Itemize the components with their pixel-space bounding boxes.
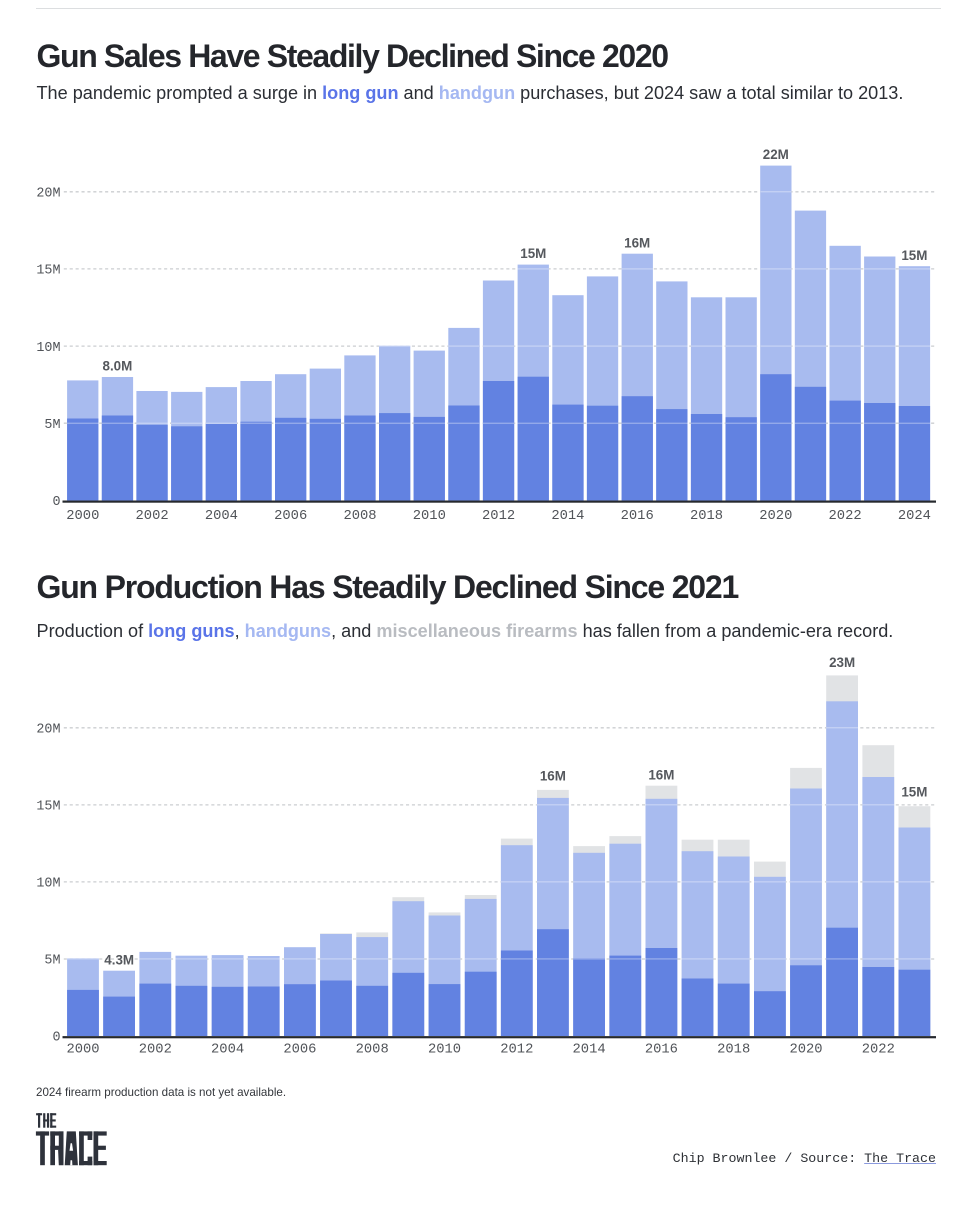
svg-text:2014: 2014 (551, 509, 584, 524)
svg-text:20M: 20M (36, 187, 60, 202)
svg-text:10M: 10M (36, 341, 60, 356)
svg-text:2022: 2022 (829, 509, 862, 524)
svg-text:16M: 16M (540, 769, 566, 784)
svg-text:2002: 2002 (136, 509, 169, 524)
svg-text:15M: 15M (901, 248, 927, 263)
svg-text:2006: 2006 (283, 1043, 316, 1058)
svg-text:2016: 2016 (645, 1043, 678, 1058)
svg-text:0: 0 (52, 1031, 60, 1046)
svg-text:2016: 2016 (621, 509, 654, 524)
svg-text:2004: 2004 (205, 509, 238, 524)
svg-text:2012: 2012 (500, 1043, 533, 1058)
svg-text:5M: 5M (44, 418, 60, 433)
svg-text:5M: 5M (44, 954, 60, 969)
svg-text:2006: 2006 (274, 509, 307, 524)
svg-text:2004: 2004 (211, 1043, 244, 1058)
svg-text:2020: 2020 (759, 509, 792, 524)
svg-text:10M: 10M (36, 877, 60, 892)
svg-text:2014: 2014 (573, 1043, 606, 1058)
svg-text:2012: 2012 (482, 509, 515, 524)
svg-text:23M: 23M (829, 655, 855, 670)
svg-text:16M: 16M (648, 768, 674, 783)
svg-text:15M: 15M (36, 800, 60, 815)
svg-text:8.0M: 8.0M (103, 359, 133, 374)
svg-text:2022: 2022 (862, 1043, 895, 1058)
svg-text:4.3M: 4.3M (104, 952, 134, 967)
svg-text:2002: 2002 (139, 1043, 172, 1058)
svg-text:2000: 2000 (66, 1043, 99, 1058)
svg-text:15M: 15M (901, 785, 927, 800)
svg-text:2018: 2018 (717, 1043, 750, 1058)
svg-text:2020: 2020 (789, 1043, 822, 1058)
svg-text:20M: 20M (36, 723, 60, 738)
svg-text:15M: 15M (36, 264, 60, 279)
svg-text:16M: 16M (624, 235, 650, 250)
svg-text:2018: 2018 (690, 509, 723, 524)
svg-text:2024: 2024 (898, 509, 931, 524)
svg-text:2010: 2010 (413, 509, 446, 524)
svg-text:0: 0 (52, 495, 60, 510)
svg-text:2000: 2000 (66, 509, 99, 524)
svg-text:22M: 22M (763, 147, 789, 162)
svg-text:2010: 2010 (428, 1043, 461, 1058)
svg-text:2008: 2008 (343, 509, 376, 524)
svg-text:15M: 15M (520, 246, 546, 261)
svg-text:2008: 2008 (356, 1043, 389, 1058)
